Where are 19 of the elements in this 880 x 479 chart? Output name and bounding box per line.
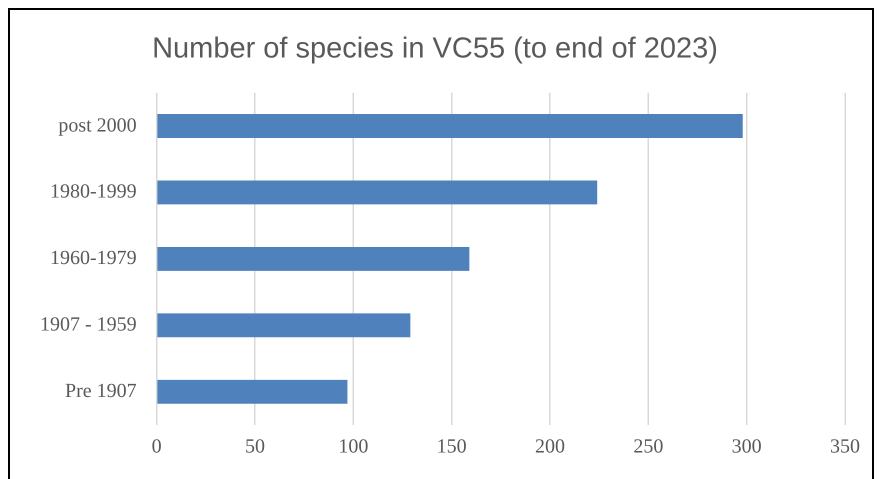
- bar: [157, 313, 410, 338]
- y-tick-label: 1960-1979: [50, 247, 137, 270]
- y-tick-label: post 2000: [58, 114, 137, 136]
- y-tick-label: 1907 - 1959: [40, 314, 137, 336]
- bar: [157, 180, 598, 204]
- x-tick-label: 250: [633, 435, 664, 458]
- x-tick-label: 0: [152, 435, 162, 458]
- bar: [157, 380, 348, 404]
- y-tick-label: 1980-1999: [50, 180, 137, 203]
- y-tick-label: Pre 1907: [64, 380, 137, 402]
- bar: [157, 246, 470, 271]
- chart-title: Number of species in VC55 (to end of 2023): [152, 32, 718, 64]
- x-tick-label: 150: [436, 435, 467, 458]
- x-tick-label: 100: [338, 435, 368, 458]
- bar: [157, 114, 743, 138]
- x-tick-label: 350: [830, 435, 860, 458]
- x-tick-label: 50: [244, 435, 265, 458]
- x-tick-label: 200: [534, 435, 565, 458]
- x-tick-label: 300: [732, 435, 762, 458]
